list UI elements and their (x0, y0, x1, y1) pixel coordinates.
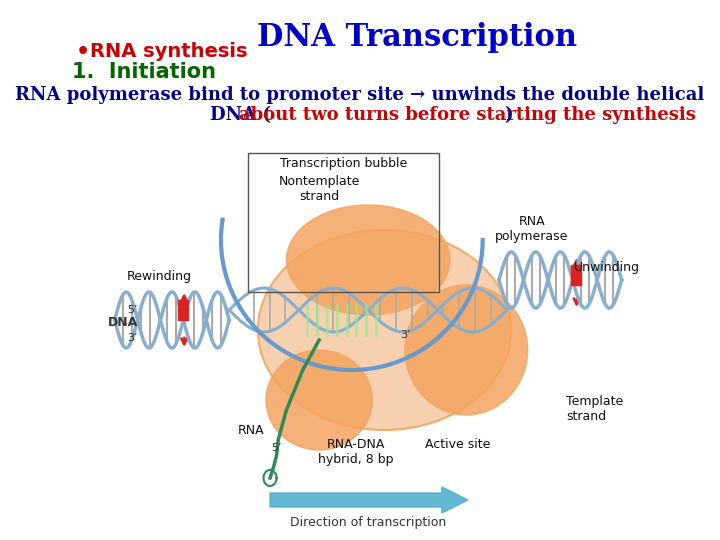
Text: Rewinding: Rewinding (127, 270, 192, 283)
Polygon shape (270, 487, 468, 513)
Text: about two turns before starting the synthesis: about two turns before starting the synt… (239, 106, 696, 124)
Bar (571, 265, 581, 285)
Text: RNA-DNA
hybrid, 8 bp: RNA-DNA hybrid, 8 bp (318, 438, 394, 466)
Text: 3’: 3’ (127, 333, 138, 343)
Text: DNA Transcription: DNA Transcription (257, 22, 577, 53)
Bar (179, 300, 189, 320)
Text: RNA: RNA (238, 423, 264, 436)
Text: 5’: 5’ (127, 305, 138, 315)
Text: Direction of transcription: Direction of transcription (290, 516, 446, 529)
Text: 5’: 5’ (271, 443, 282, 453)
Text: RNA synthesis: RNA synthesis (90, 42, 248, 61)
Text: DNA: DNA (108, 315, 138, 328)
Text: 1.  Initiation: 1. Initiation (72, 62, 216, 82)
Text: RNA
polymerase: RNA polymerase (495, 215, 568, 243)
Text: RNA polymerase bind to promoter site → unwinds the double helical: RNA polymerase bind to promoter site → u… (15, 86, 705, 104)
Text: Unwinding: Unwinding (575, 260, 640, 273)
Text: Template
strand: Template strand (566, 395, 624, 423)
Text: Active site: Active site (426, 438, 491, 451)
Ellipse shape (405, 285, 528, 415)
Text: •: • (76, 42, 90, 62)
Text: 3’: 3’ (400, 330, 410, 340)
Text: Transcription bubble: Transcription bubble (280, 157, 408, 170)
Ellipse shape (287, 205, 450, 315)
Text: DNA (: DNA ( (210, 106, 271, 124)
Ellipse shape (266, 350, 372, 450)
Text: ): ) (504, 106, 513, 124)
Ellipse shape (258, 230, 511, 430)
Text: Nontemplate
strand: Nontemplate strand (279, 175, 360, 203)
